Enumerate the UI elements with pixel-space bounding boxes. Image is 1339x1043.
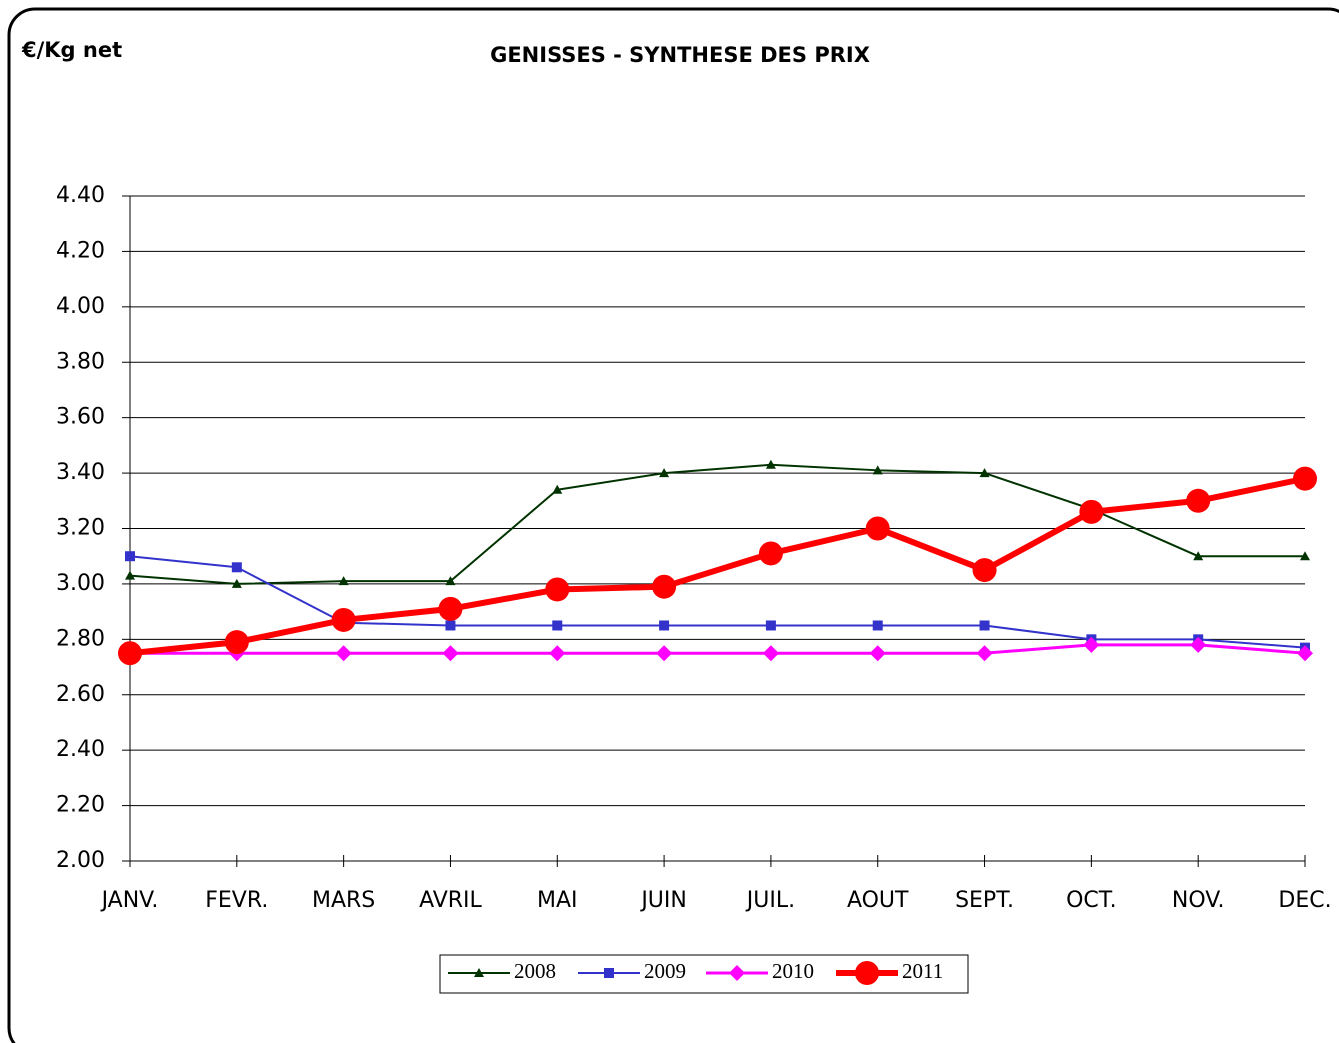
x-tick-label: MAI xyxy=(537,888,578,913)
data-point xyxy=(1297,645,1313,662)
data-point xyxy=(125,570,135,580)
data-point xyxy=(976,645,993,662)
legend-label: 2009 xyxy=(644,959,686,983)
series-line xyxy=(129,463,1305,585)
data-point xyxy=(552,484,563,494)
data-point xyxy=(979,468,990,478)
data-point xyxy=(118,641,142,666)
data-point xyxy=(1300,551,1310,561)
data-point xyxy=(338,576,349,586)
y-tick-label: 3.40 xyxy=(56,460,105,485)
data-point xyxy=(545,577,570,602)
y-tick-label: 3.60 xyxy=(56,405,105,430)
data-point xyxy=(762,645,779,662)
x-tick-label: AVRIL xyxy=(419,888,482,913)
data-point xyxy=(438,596,463,621)
data-point xyxy=(231,578,242,588)
data-point xyxy=(865,516,890,541)
legend-marker xyxy=(604,968,614,978)
y-axis-label: €/Kg net xyxy=(21,38,122,62)
data-point xyxy=(1193,551,1204,561)
chart-frame xyxy=(7,7,1339,1043)
data-point xyxy=(972,558,997,583)
data-point xyxy=(758,541,783,566)
legend-label: 2010 xyxy=(772,959,814,983)
legend-marker xyxy=(729,965,745,981)
legend-marker xyxy=(855,961,879,985)
x-tick-label: DEC. xyxy=(1278,888,1331,913)
series-line xyxy=(129,555,1306,649)
legend-marker xyxy=(474,968,484,977)
data-point xyxy=(656,645,673,662)
x-tick-label: FEVR. xyxy=(205,888,268,913)
data-point xyxy=(1186,488,1211,513)
data-point xyxy=(872,465,883,475)
series-line xyxy=(130,643,1306,655)
x-tick-label: JUIL. xyxy=(745,888,795,913)
data-point xyxy=(1083,636,1100,653)
data-point xyxy=(659,620,670,631)
data-point xyxy=(331,607,356,632)
x-tick-label: SEPT. xyxy=(955,888,1014,913)
y-tick-label: 4.40 xyxy=(56,183,105,208)
x-tick-label: MARS xyxy=(312,888,375,913)
data-point xyxy=(442,645,459,662)
chart-title: GENISSES - SYNTHESE DES PRIX xyxy=(490,43,870,67)
y-tick-label: 2.80 xyxy=(56,626,105,651)
data-point xyxy=(445,620,456,631)
data-point xyxy=(1079,499,1104,524)
x-tick-label: OCT. xyxy=(1066,888,1117,913)
data-point xyxy=(552,620,563,631)
x-tick-label: NOV. xyxy=(1172,888,1225,913)
data-point xyxy=(869,645,886,662)
data-point xyxy=(765,620,776,631)
y-tick-label: 2.20 xyxy=(56,793,105,818)
y-tick-label: 3.00 xyxy=(56,571,105,596)
data-point xyxy=(231,562,242,573)
legend-label: 2008 xyxy=(514,959,556,983)
y-tick-label: 2.60 xyxy=(56,682,105,707)
y-tick-label: 2.00 xyxy=(56,848,105,873)
y-tick-label: 4.20 xyxy=(56,238,105,263)
y-tick-label: 4.00 xyxy=(56,294,105,319)
data-point xyxy=(872,620,883,631)
y-tick-label: 3.80 xyxy=(56,349,105,374)
data-point xyxy=(979,620,990,631)
data-point xyxy=(1190,636,1207,653)
x-tick-label: JUIN xyxy=(639,888,687,913)
data-point xyxy=(549,645,566,662)
series-line xyxy=(129,475,1306,657)
data-point xyxy=(652,574,677,599)
data-point xyxy=(335,645,352,662)
y-tick-label: 2.40 xyxy=(56,737,105,762)
y-tick-label: 3.20 xyxy=(56,516,105,541)
data-point xyxy=(445,576,456,586)
data-point xyxy=(125,551,135,562)
x-tick-label: JANV. xyxy=(100,888,159,913)
legend-label: 2011 xyxy=(902,959,943,983)
data-point xyxy=(1293,466,1317,491)
x-tick-label: AOUT xyxy=(847,888,909,913)
data-point xyxy=(765,459,776,469)
data-point xyxy=(659,468,670,478)
data-point xyxy=(224,630,249,655)
legend: 2008 2009 2010 2011 xyxy=(439,954,969,994)
